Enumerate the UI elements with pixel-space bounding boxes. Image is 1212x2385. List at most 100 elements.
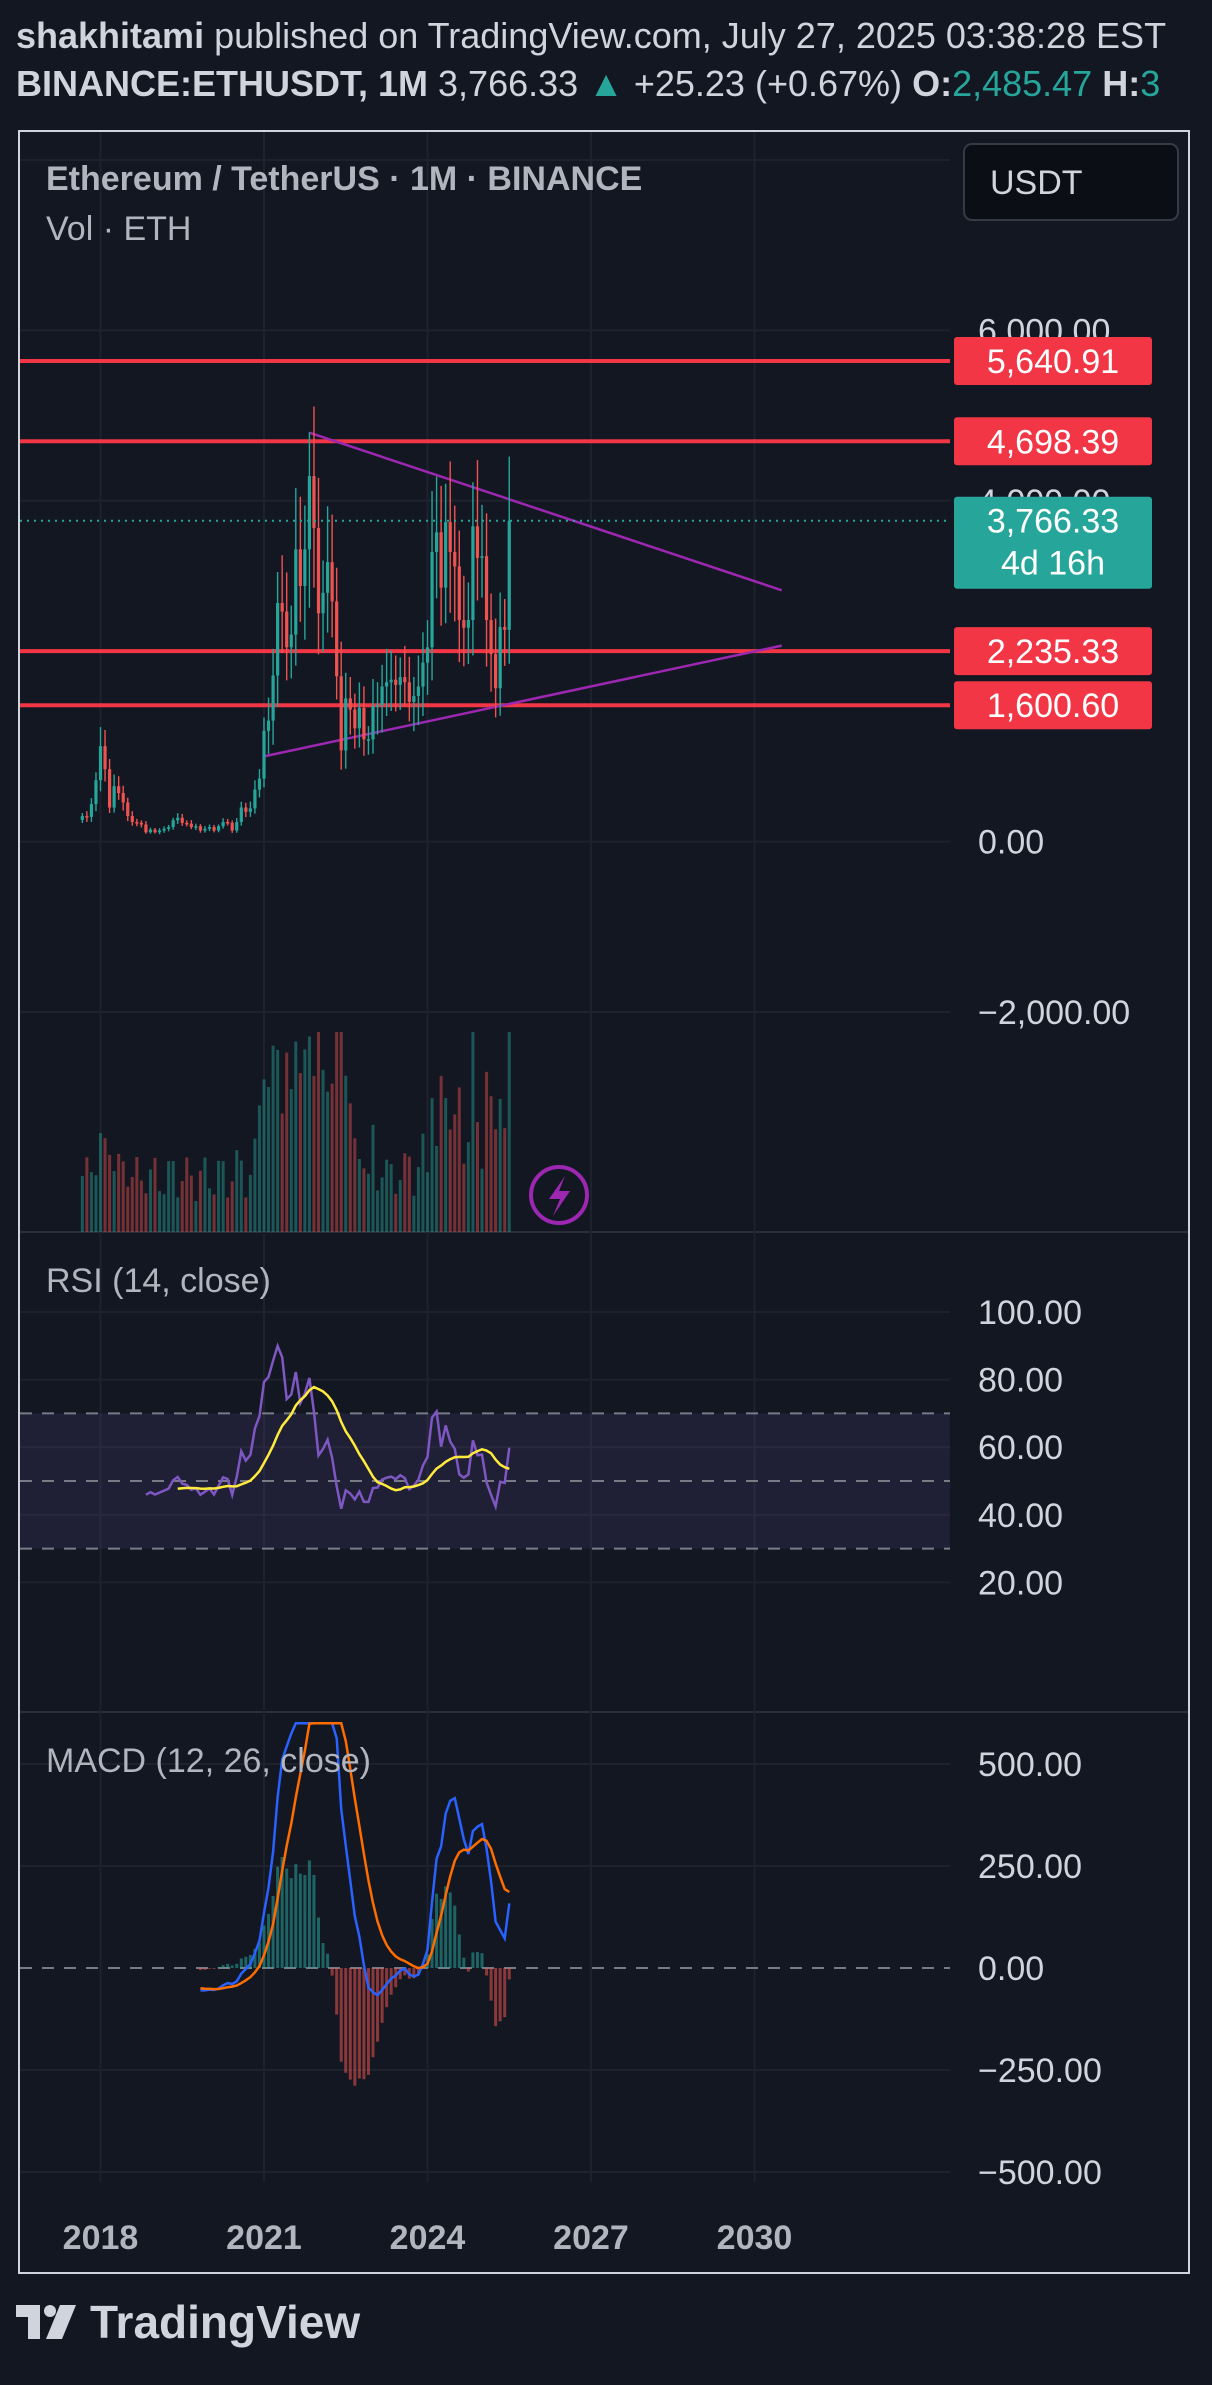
volume-bar: [203, 1157, 207, 1232]
macd-histogram-bar: [389, 1968, 393, 1995]
volume-bar: [262, 1079, 266, 1232]
macd-histogram-bar: [376, 1968, 380, 2042]
candle-body: [507, 520, 511, 630]
volume-bar: [475, 1122, 479, 1232]
macd-histogram-bar: [326, 1953, 330, 1968]
volume-bar: [267, 1087, 271, 1232]
volume-bar: [485, 1071, 489, 1232]
volume-bar: [421, 1133, 425, 1232]
macd-tick-label: 500.00: [978, 1746, 1082, 1784]
volume-bar: [221, 1161, 225, 1232]
price-candles[interactable]: [80, 406, 511, 835]
candle-body: [412, 695, 416, 702]
macd-histogram-bar: [257, 1942, 261, 1968]
lightning-button[interactable]: [529, 1165, 589, 1225]
volume-bar: [167, 1161, 171, 1232]
macd-histogram-bar: [471, 1952, 475, 1968]
macd-tick-label: −500.00: [978, 2154, 1102, 2192]
level-badge-label: 4,698.39: [987, 423, 1119, 461]
candle-body: [85, 816, 89, 818]
volume-bar: [298, 1073, 302, 1232]
macd-histogram-bar: [285, 1868, 289, 1968]
candle-body: [262, 730, 266, 779]
macd-histogram-bar: [203, 1968, 207, 1970]
volume-bar: [198, 1170, 202, 1232]
macd-histogram-bar: [480, 1953, 484, 1968]
macd-histogram-bar: [394, 1968, 398, 1988]
candle-body: [294, 549, 298, 635]
volume-bar: [335, 1032, 339, 1232]
candle-body: [144, 824, 148, 833]
symbol-name[interactable]: BINANCE:ETHUSDT, 1M: [16, 63, 429, 104]
volume-bar: [353, 1138, 357, 1232]
volume-bar: [94, 1175, 98, 1232]
macd-histogram-bar: [344, 1968, 348, 2073]
rsi-tick-label: 20.00: [978, 1564, 1063, 1602]
candle-body: [189, 823, 193, 828]
candle-body: [126, 802, 130, 817]
rsi-legend[interactable]: RSI (14, close): [46, 1262, 271, 1300]
candle-body: [239, 807, 243, 823]
volume-bar: [385, 1159, 389, 1232]
trendlines[interactable]: [263, 431, 783, 758]
candle-body: [121, 793, 125, 803]
candle-body: [298, 549, 302, 586]
macd-histogram-bar: [412, 1968, 416, 1979]
candle-body: [80, 816, 84, 820]
candle-body: [498, 626, 502, 689]
macd-histogram-bar: [430, 1918, 434, 1968]
published-text: published on TradingView.com, July 27, 2…: [214, 15, 1167, 56]
macd-histogram-bar: [244, 1956, 248, 1968]
candle-body: [471, 526, 475, 621]
candle-body: [439, 532, 443, 588]
volume-bar: [208, 1188, 211, 1232]
high-label: H:: [1102, 63, 1141, 104]
time-tick-label: 2018: [63, 2219, 139, 2257]
candle-body: [244, 807, 248, 812]
candle-body: [389, 679, 393, 683]
candle-body: [248, 808, 252, 812]
macd-histogram-bar: [230, 1965, 234, 1968]
volume-bar: [330, 1083, 334, 1232]
macd-histogram-bar: [294, 1864, 298, 1968]
macd-histogram-bar: [262, 1925, 266, 1968]
volume-bar: [430, 1098, 434, 1232]
macd-histogram-bar: [312, 1875, 316, 1968]
horizontal-levels[interactable]: [20, 358, 950, 708]
level-badge-label: 1,600.60: [987, 687, 1119, 725]
chart-canvas[interactable]: 201820212024202720308,000.006,000.004,00…: [20, 132, 1188, 2272]
macd-histogram-bar: [276, 1866, 280, 1968]
candle-body: [221, 822, 225, 827]
volume-bar: [217, 1160, 221, 1232]
volume-bar: [366, 1173, 370, 1232]
macd-histogram-bar: [221, 1965, 225, 1968]
candle-body: [180, 817, 184, 823]
volume-bar: [162, 1194, 166, 1232]
volume-bar: [89, 1172, 93, 1232]
publish-line: shakhitami published on TradingView.com,…: [16, 12, 1212, 60]
volume-bar: [158, 1191, 162, 1232]
candle-body: [312, 476, 316, 529]
macd-tick-label: 250.00: [978, 1848, 1082, 1886]
candle-body: [276, 603, 280, 676]
volume-bar: [212, 1194, 216, 1232]
candle-body: [375, 705, 380, 707]
lightning-icon: [549, 1176, 570, 1216]
candle-body: [303, 549, 307, 586]
volume-bar: [117, 1153, 121, 1232]
chart-legend-title[interactable]: Ethereum / TetherUS · 1M · BINANCE: [46, 160, 642, 198]
volume-bar: [435, 1145, 439, 1232]
macd-histogram-bar: [498, 1968, 502, 2022]
candle-body: [185, 822, 189, 825]
macd-legend[interactable]: MACD (12, 26, close): [46, 1742, 371, 1780]
candle-body: [330, 562, 334, 602]
footer-brand[interactable]: TradingView: [16, 2295, 360, 2349]
volume-bar: [271, 1045, 275, 1232]
volume-legend[interactable]: Vol · ETH: [46, 210, 191, 248]
currency-button[interactable]: USDT: [963, 143, 1179, 221]
candle-body: [253, 789, 257, 809]
volume-bar: [453, 1114, 457, 1232]
macd-histogram-bar: [317, 1917, 320, 1968]
author-name[interactable]: shakhitami: [16, 15, 205, 56]
volume-bar: [403, 1153, 407, 1232]
